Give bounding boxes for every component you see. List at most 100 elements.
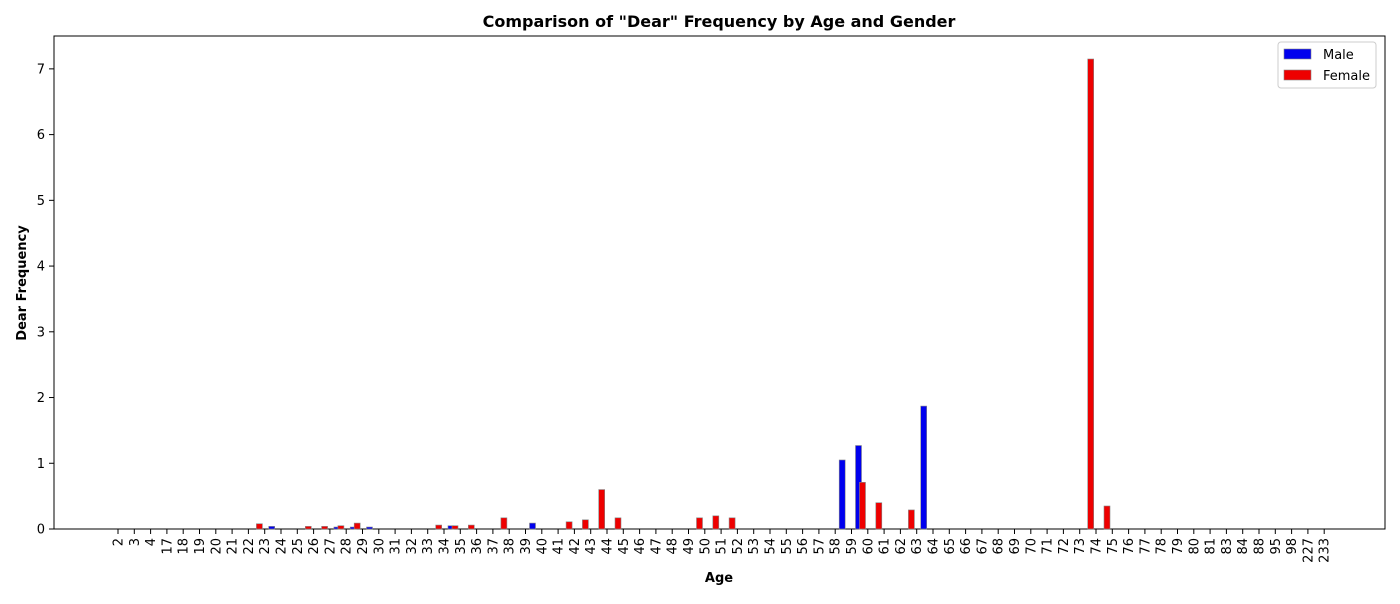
female-bar: [1103, 505, 1111, 530]
x-tick-label: 30: [372, 538, 387, 555]
x-tick-label: 41: [552, 538, 567, 555]
legend-label-female: Female: [1323, 69, 1370, 84]
x-tick-label: 65: [943, 538, 958, 555]
x-tick-label: 23: [258, 538, 273, 555]
x-tick-label: 17: [160, 538, 175, 555]
female-bar: [451, 525, 459, 530]
x-tick-label: 50: [698, 538, 713, 555]
x-tick-label: 95: [1269, 538, 1284, 555]
female-bar: [908, 509, 915, 530]
female-bar: [859, 482, 866, 530]
x-tick-label: 227: [1301, 538, 1316, 563]
x-tick-label: 49: [682, 538, 697, 555]
legend-swatch-female: [1283, 69, 1312, 81]
x-tick-label: 3: [128, 538, 143, 546]
female-bar: [353, 522, 361, 530]
x-tick-label: 31: [389, 538, 404, 555]
female-bar: [435, 524, 443, 530]
male-bar: [838, 459, 846, 530]
y-tick-label: 5: [37, 194, 45, 209]
female-bar: [565, 521, 573, 530]
x-tick-label: 64: [927, 538, 942, 555]
x-tick-label: 36: [470, 538, 485, 555]
male-bar: [268, 526, 276, 530]
x-tick-label: 98: [1285, 538, 1300, 555]
female-bar: [614, 517, 622, 530]
x-tick-label: 77: [1138, 538, 1153, 555]
y-tick-label: 7: [37, 62, 45, 77]
y-tick-label: 6: [37, 128, 45, 143]
x-tick-label: 62: [894, 538, 909, 555]
x-tick-label: 76: [1122, 538, 1137, 555]
female-bar: [337, 525, 345, 530]
x-tick-label: 2: [112, 538, 127, 546]
y-axis-label: Dear Frequency: [15, 225, 30, 341]
x-tick-label: 74: [1090, 538, 1105, 555]
x-tick-label: 67: [975, 538, 990, 555]
male-bar: [529, 522, 536, 530]
x-tick-label: 44: [601, 538, 616, 555]
x-tick-label: 28: [340, 538, 355, 555]
x-tick-label: 88: [1253, 538, 1268, 555]
x-tick-label: 32: [405, 538, 420, 555]
x-tick-label: 29: [356, 538, 371, 555]
legend: Male Female: [1277, 41, 1377, 89]
male-bar: [920, 405, 928, 530]
x-tick-label: 4: [144, 538, 159, 546]
x-tick-label: 34: [438, 538, 453, 555]
x-tick-label: 60: [861, 538, 876, 555]
female-bar: [321, 526, 328, 530]
y-tick-label: 2: [37, 391, 45, 406]
x-tick-label: 19: [193, 538, 208, 555]
plot-frame: [53, 35, 1386, 530]
x-tick-label: 71: [1041, 538, 1056, 555]
male-bar: [366, 526, 373, 530]
female-bar: [712, 515, 720, 530]
x-tick-label: 61: [878, 538, 893, 555]
x-tick-label: 57: [812, 538, 827, 555]
x-tick-label: 55: [780, 538, 795, 555]
x-tick-label: 83: [1220, 538, 1235, 555]
female-bar: [500, 517, 508, 530]
x-tick-label: 27: [323, 538, 338, 555]
x-tick-label: 70: [1024, 538, 1039, 555]
y-tick-label: 0: [37, 523, 45, 538]
x-tick-label: 79: [1171, 538, 1186, 555]
x-tick-label: 42: [568, 538, 583, 555]
chart-title: Comparison of "Dear" Frequency by Age an…: [483, 12, 956, 31]
x-tick-label: 66: [959, 538, 974, 555]
x-axis-label: Age: [705, 571, 733, 586]
y-tick-label: 3: [37, 325, 45, 340]
x-tick-label: 63: [910, 538, 925, 555]
x-tick-label: 51: [715, 538, 730, 555]
x-tick-label: 52: [731, 538, 746, 555]
x-tick-label: 84: [1236, 538, 1251, 555]
female-bar: [875, 502, 883, 530]
x-tick-label: 18: [177, 538, 192, 555]
x-tick-label: 46: [633, 538, 648, 555]
x-tick-label: 78: [1155, 538, 1170, 555]
x-tick-label: 68: [992, 538, 1007, 555]
female-bar: [467, 524, 475, 530]
x-tick-label: 38: [503, 538, 518, 555]
x-tick-label: 233: [1318, 538, 1333, 563]
female-bar: [256, 523, 263, 530]
x-tick-label: 69: [1008, 538, 1023, 555]
female-bar: [582, 519, 589, 530]
female-bar: [696, 517, 703, 530]
x-tick-label: 33: [421, 538, 436, 555]
y-tick-label: 4: [37, 260, 45, 275]
x-tick-label: 75: [1106, 538, 1121, 555]
x-tick-label: 24: [275, 538, 290, 555]
female-bar: [598, 489, 606, 530]
female-bar: [304, 526, 312, 530]
legend-label-male: Male: [1323, 48, 1354, 63]
x-tick-label: 20: [209, 538, 224, 555]
x-tick-label: 53: [747, 538, 762, 555]
x-tick-label: 40: [535, 538, 550, 555]
x-tick-label: 22: [242, 538, 257, 555]
x-tick-label: 26: [307, 538, 322, 555]
